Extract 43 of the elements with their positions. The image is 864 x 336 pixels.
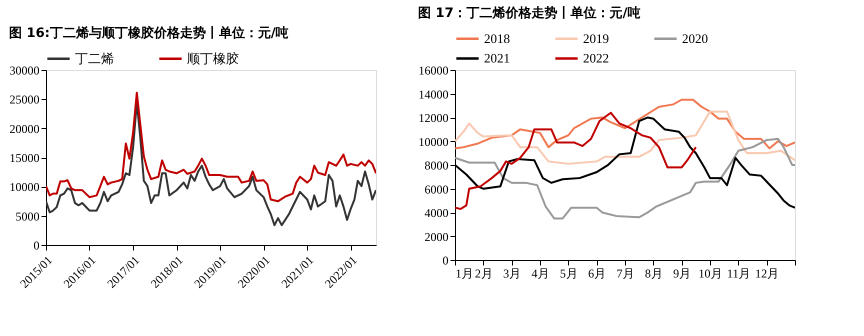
legend-label: 顺丁橡胶 xyxy=(187,50,239,66)
legend-label: 2020 xyxy=(682,30,708,46)
line-series xyxy=(46,92,376,202)
y-tick-label: 14000 xyxy=(418,87,448,102)
y-tick-label: 10000 xyxy=(418,134,448,149)
y-tick-label: 15000 xyxy=(10,151,40,165)
legend-label: 2018 xyxy=(484,30,510,46)
y-tick-label: 16000 xyxy=(418,64,448,78)
x-tick-label: 3月 xyxy=(503,266,522,280)
x-tick-label: 8月 xyxy=(644,266,663,280)
y-tick-label: 4000 xyxy=(424,206,448,220)
x-tick-label: 12月 xyxy=(755,266,780,280)
legend-label: 2022 xyxy=(583,50,609,66)
y-tick-label: 30000 xyxy=(10,64,40,78)
line-series xyxy=(455,110,795,165)
x-tick-label: 11月 xyxy=(727,266,751,280)
x-tick-label: 1月 xyxy=(456,266,474,280)
legend-label: 2021 xyxy=(484,50,510,66)
chart-title: 图 17：丁二烯价格走势丨单位：元/吨 xyxy=(418,5,640,21)
chart-title: 图 16:丁二烯与顺丁橡胶价格走势丨单位：元/吨 xyxy=(9,25,289,41)
y-tick-label: 10000 xyxy=(10,180,40,194)
x-tick-label: 2月 xyxy=(474,266,493,280)
legend-label: 丁二烯 xyxy=(75,50,114,66)
x-tick-label: 4月 xyxy=(532,266,550,280)
line-series xyxy=(46,102,376,226)
line-series xyxy=(455,138,795,220)
y-tick-label: 8000 xyxy=(424,158,448,172)
legend-label: 2019 xyxy=(583,30,609,46)
y-tick-label: 0 xyxy=(442,254,448,268)
y-tick-label: 20000 xyxy=(10,122,40,136)
line-series xyxy=(455,98,795,150)
x-tick-label: 5月 xyxy=(560,266,578,280)
y-tick-label: 0 xyxy=(34,238,40,252)
x-tick-label: 10月 xyxy=(698,266,722,280)
y-tick-label: 12000 xyxy=(418,111,448,125)
y-tick-label: 25000 xyxy=(10,92,40,107)
x-tick-label: 7月 xyxy=(616,266,634,280)
x-tick-label: 9月 xyxy=(673,266,692,280)
line-series xyxy=(455,112,697,210)
y-tick-label: 2000 xyxy=(424,230,448,244)
x-tick-label: 6月 xyxy=(588,266,606,280)
y-tick-label: 5000 xyxy=(16,209,40,224)
y-tick-label: 6000 xyxy=(424,182,448,196)
